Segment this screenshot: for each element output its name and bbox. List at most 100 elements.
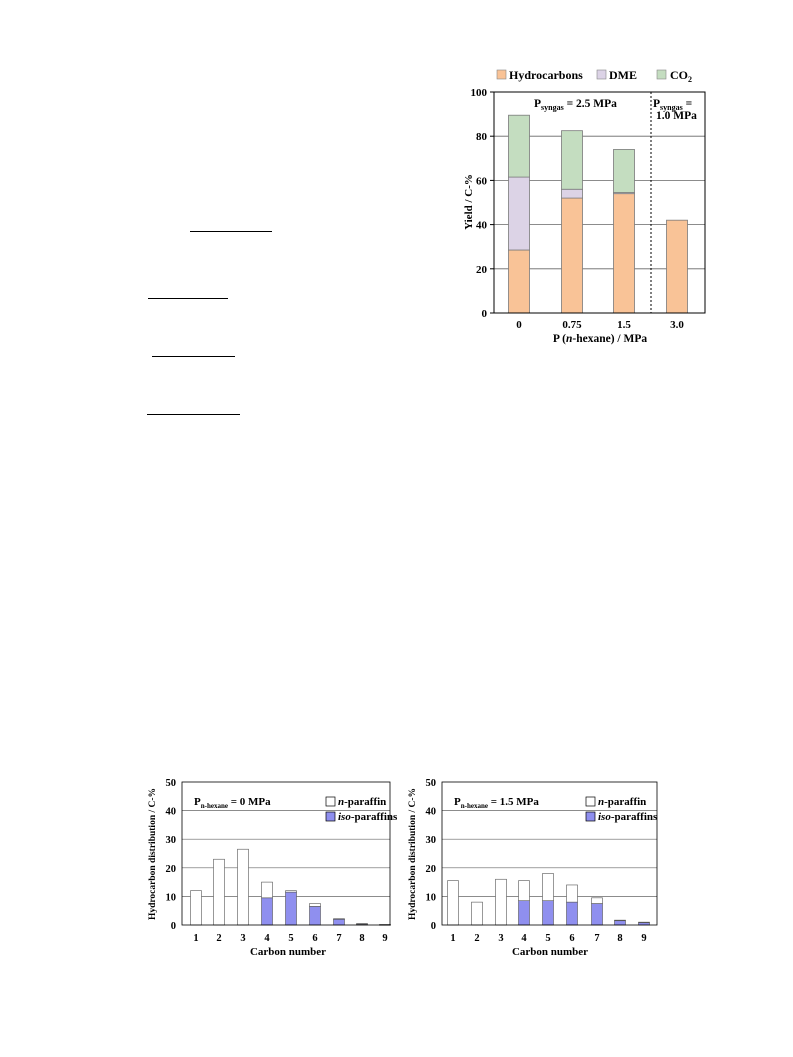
annotation-syngas-1-0: Psyngas = <box>653 98 692 112</box>
panel-label-0mpa: Pn-hexane = 0 MPa <box>194 796 271 810</box>
distribution-y-ticks-1-5mpa: 0 10 20 30 40 50 <box>426 778 437 932</box>
distribution-y-axis-label-1-5mpa: Hydrocarbon distribution / C-% <box>408 788 418 920</box>
legend-label-n-paraffin: n-paraffin <box>338 796 386 808</box>
x-tick-label: 9 <box>382 933 387 944</box>
legend-swatch-dme <box>596 69 607 80</box>
x-tick-label: 7 <box>336 933 341 944</box>
bar-iso-paraffins-c7 <box>591 903 603 926</box>
x-tick-label: 2 <box>216 933 221 944</box>
distribution-x-ticks-1-5mpa: 1 2 3 4 5 6 7 8 9 <box>450 933 646 944</box>
bar-co2-0-75 <box>561 130 583 190</box>
legend-label-n-paraffin: n-paraffin <box>598 796 646 808</box>
bar-iso-paraffins-c5 <box>542 900 554 926</box>
x-tick-label: 5 <box>288 933 293 944</box>
bar-iso-paraffins-c8 <box>614 920 626 926</box>
bar-hydrocarbons-0 <box>508 249 530 314</box>
bar-n-paraffin-c1 <box>190 890 202 926</box>
x-tick-label: 4 <box>264 933 270 944</box>
annotation-syngas-1-0-line2: 1.0 MPa <box>656 110 697 122</box>
bar-hydrocarbons-3-0 <box>666 219 688 314</box>
y-tick-label: 20 <box>166 864 177 875</box>
bar-n-paraffin-c6 <box>566 884 578 903</box>
legend-label-iso-paraffins: iso-paraffins <box>598 811 658 823</box>
bar-n-paraffin-c8 <box>614 919 626 922</box>
legend-label-dme: DME <box>609 68 637 82</box>
x-tick-label: 1 <box>450 933 455 944</box>
panel-label-1-5mpa: Pn-hexane = 1.5 MPa <box>454 796 539 810</box>
bar-n-paraffin-c1 <box>447 880 459 926</box>
x-tick-label: 3 <box>498 933 503 944</box>
bar-iso-paraffins-c6 <box>566 901 578 926</box>
bar-n-paraffin-c9 <box>638 921 650 924</box>
bar-iso-paraffins-c4 <box>518 900 530 926</box>
y-tick-label: 40 <box>166 807 177 818</box>
bar-co2-0 <box>508 114 530 178</box>
underline-mark-2 <box>148 298 228 299</box>
yield-y-ticks: 0 20 40 60 80 100 <box>471 87 494 320</box>
y-tick-label: 30 <box>426 835 437 846</box>
yield-x-ticks: 0 0.75 1.5 3.0 <box>516 319 684 331</box>
x-tick-label: 0.75 <box>562 319 582 331</box>
x-tick-label: 8 <box>617 933 622 944</box>
legend-swatch-iso-paraffins <box>585 811 596 822</box>
bar-n-paraffin-c4 <box>518 880 530 901</box>
legend-label-iso-paraffins: iso-paraffins <box>338 811 398 823</box>
bar-n-paraffin-c3 <box>495 878 507 926</box>
legend-swatch-n-paraffin <box>585 796 596 807</box>
y-tick-label: 20 <box>476 264 488 276</box>
distribution-x-axis-label-1-5mpa: Carbon number <box>512 946 588 958</box>
legend-swatch-hydrocarbons <box>496 69 507 80</box>
yield-chart: Hydrocarbons DME CO2 0 20 40 60 80 100 0 0.75 1… <box>463 68 706 345</box>
distribution-bars-0mpa <box>190 848 391 926</box>
distribution-chart-1-5mpa: 0 10 20 30 40 50 1 2 3 4 5 6 7 8 9 Pn-hexane = 1.5 MP… <box>408 778 658 958</box>
y-tick-label: 0 <box>171 921 176 932</box>
y-tick-label: 10 <box>426 892 437 903</box>
x-tick-label: 1.5 <box>617 319 631 331</box>
x-tick-label: 6 <box>312 933 317 944</box>
x-tick-label: 6 <box>569 933 574 944</box>
y-tick-label: 20 <box>426 864 437 875</box>
bar-iso-paraffins-c5 <box>285 891 297 926</box>
x-tick-label: 3.0 <box>670 319 684 331</box>
bar-iso-paraffins-c6 <box>309 906 321 926</box>
underline-mark-1 <box>190 231 272 232</box>
bar-n-paraffin-c2 <box>471 901 483 926</box>
bar-iso-paraffins-c7 <box>333 918 345 926</box>
bar-hydrocarbons-0-75 <box>561 197 583 314</box>
bar-n-paraffin-c5 <box>285 890 297 893</box>
bar-n-paraffin-c2 <box>213 858 225 926</box>
underline-mark-4 <box>147 414 240 415</box>
y-tick-label: 50 <box>166 778 177 789</box>
y-tick-label: 0 <box>482 308 488 320</box>
x-tick-label: 3 <box>240 933 245 944</box>
y-tick-label: 80 <box>476 131 488 143</box>
bar-n-paraffin-c7 <box>333 918 345 920</box>
y-tick-label: 50 <box>426 778 437 789</box>
bar-n-paraffin-c3 <box>237 848 249 926</box>
y-tick-label: 30 <box>166 835 177 846</box>
annotation-syngas-2-5: Psyngas = 2.5 MPa <box>534 98 617 112</box>
yield-plot-frame <box>493 91 706 314</box>
y-tick-label: 60 <box>476 175 488 187</box>
x-tick-label: 8 <box>359 933 364 944</box>
yield-bars <box>508 114 688 314</box>
legend-label-hydrocarbons: Hydrocarbons <box>509 68 583 82</box>
bar-n-paraffin-c7 <box>591 897 603 904</box>
y-tick-label: 100 <box>471 87 488 99</box>
bar-hydrocarbons-1-5 <box>613 193 635 314</box>
y-tick-label: 0 <box>431 921 436 932</box>
underline-mark-3 <box>152 356 235 357</box>
distribution-gridlines-0mpa <box>182 810 390 897</box>
distribution-x-axis-label-0mpa: Carbon number <box>250 946 326 958</box>
x-tick-label: 5 <box>545 933 550 944</box>
legend-swatch-co2 <box>656 69 667 80</box>
y-tick-label: 40 <box>426 807 437 818</box>
legend-swatch-iso-paraffins <box>325 811 336 822</box>
distribution-legend-1-5mpa: n-paraffin iso-paraffins <box>585 796 658 823</box>
legend-swatch-n-paraffin <box>325 796 336 807</box>
x-tick-label: 9 <box>641 933 646 944</box>
distribution-x-ticks-0mpa: 1 2 3 4 5 6 7 8 9 <box>193 933 387 944</box>
distribution-y-ticks-0mpa: 0 10 20 30 40 50 <box>166 778 177 932</box>
bar-n-paraffin-c5 <box>542 873 554 901</box>
